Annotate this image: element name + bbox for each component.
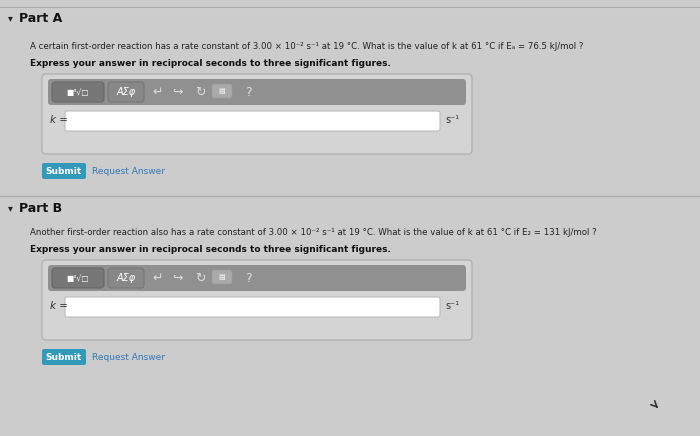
Text: ■³√□: ■³√□ <box>66 88 90 96</box>
Text: ?: ? <box>245 85 251 99</box>
Text: A certain first-order reaction has a rate constant of 3.00 × 10⁻² s⁻¹ at 19 °C. : A certain first-order reaction has a rat… <box>30 42 583 51</box>
Text: ▾: ▾ <box>8 203 13 213</box>
FancyBboxPatch shape <box>108 82 144 102</box>
Text: ↻: ↻ <box>195 85 205 99</box>
FancyBboxPatch shape <box>52 268 104 288</box>
Text: ↵: ↵ <box>153 272 163 285</box>
Text: s⁻¹: s⁻¹ <box>445 115 459 125</box>
Text: Request Answer: Request Answer <box>92 167 165 176</box>
Text: ↪: ↪ <box>173 272 183 285</box>
Text: k =: k = <box>50 115 68 125</box>
FancyBboxPatch shape <box>52 82 104 102</box>
Text: ▤: ▤ <box>218 88 225 94</box>
FancyBboxPatch shape <box>65 297 440 317</box>
Text: ↻: ↻ <box>195 272 205 285</box>
FancyBboxPatch shape <box>65 111 440 131</box>
Text: ▾: ▾ <box>8 13 13 23</box>
Text: ↵: ↵ <box>153 85 163 99</box>
Text: k =: k = <box>50 301 68 311</box>
FancyBboxPatch shape <box>108 268 144 288</box>
FancyBboxPatch shape <box>42 349 86 365</box>
Text: ?: ? <box>245 272 251 285</box>
FancyBboxPatch shape <box>42 163 86 179</box>
Text: Request Answer: Request Answer <box>92 352 165 361</box>
FancyBboxPatch shape <box>42 74 472 154</box>
Text: Express your answer in reciprocal seconds to three significant figures.: Express your answer in reciprocal second… <box>30 245 391 254</box>
Text: Submit: Submit <box>46 167 82 176</box>
FancyBboxPatch shape <box>212 84 232 98</box>
FancyBboxPatch shape <box>212 270 232 284</box>
Text: Submit: Submit <box>46 352 82 361</box>
Text: Part A: Part A <box>19 11 62 24</box>
Text: Another first-order reaction also has a rate constant of 3.00 × 10⁻² s⁻¹ at 19 °: Another first-order reaction also has a … <box>30 228 596 237</box>
Text: Part B: Part B <box>19 201 62 215</box>
Text: Express your answer in reciprocal seconds to three significant figures.: Express your answer in reciprocal second… <box>30 59 391 68</box>
FancyBboxPatch shape <box>48 265 466 291</box>
Text: ■³√□: ■³√□ <box>66 273 90 283</box>
Text: AΣφ: AΣφ <box>116 273 136 283</box>
FancyBboxPatch shape <box>42 260 472 340</box>
Text: ▤: ▤ <box>218 274 225 280</box>
Text: ↪: ↪ <box>173 85 183 99</box>
Text: s⁻¹: s⁻¹ <box>445 301 459 311</box>
Text: AΣφ: AΣφ <box>116 87 136 97</box>
FancyBboxPatch shape <box>48 79 466 105</box>
